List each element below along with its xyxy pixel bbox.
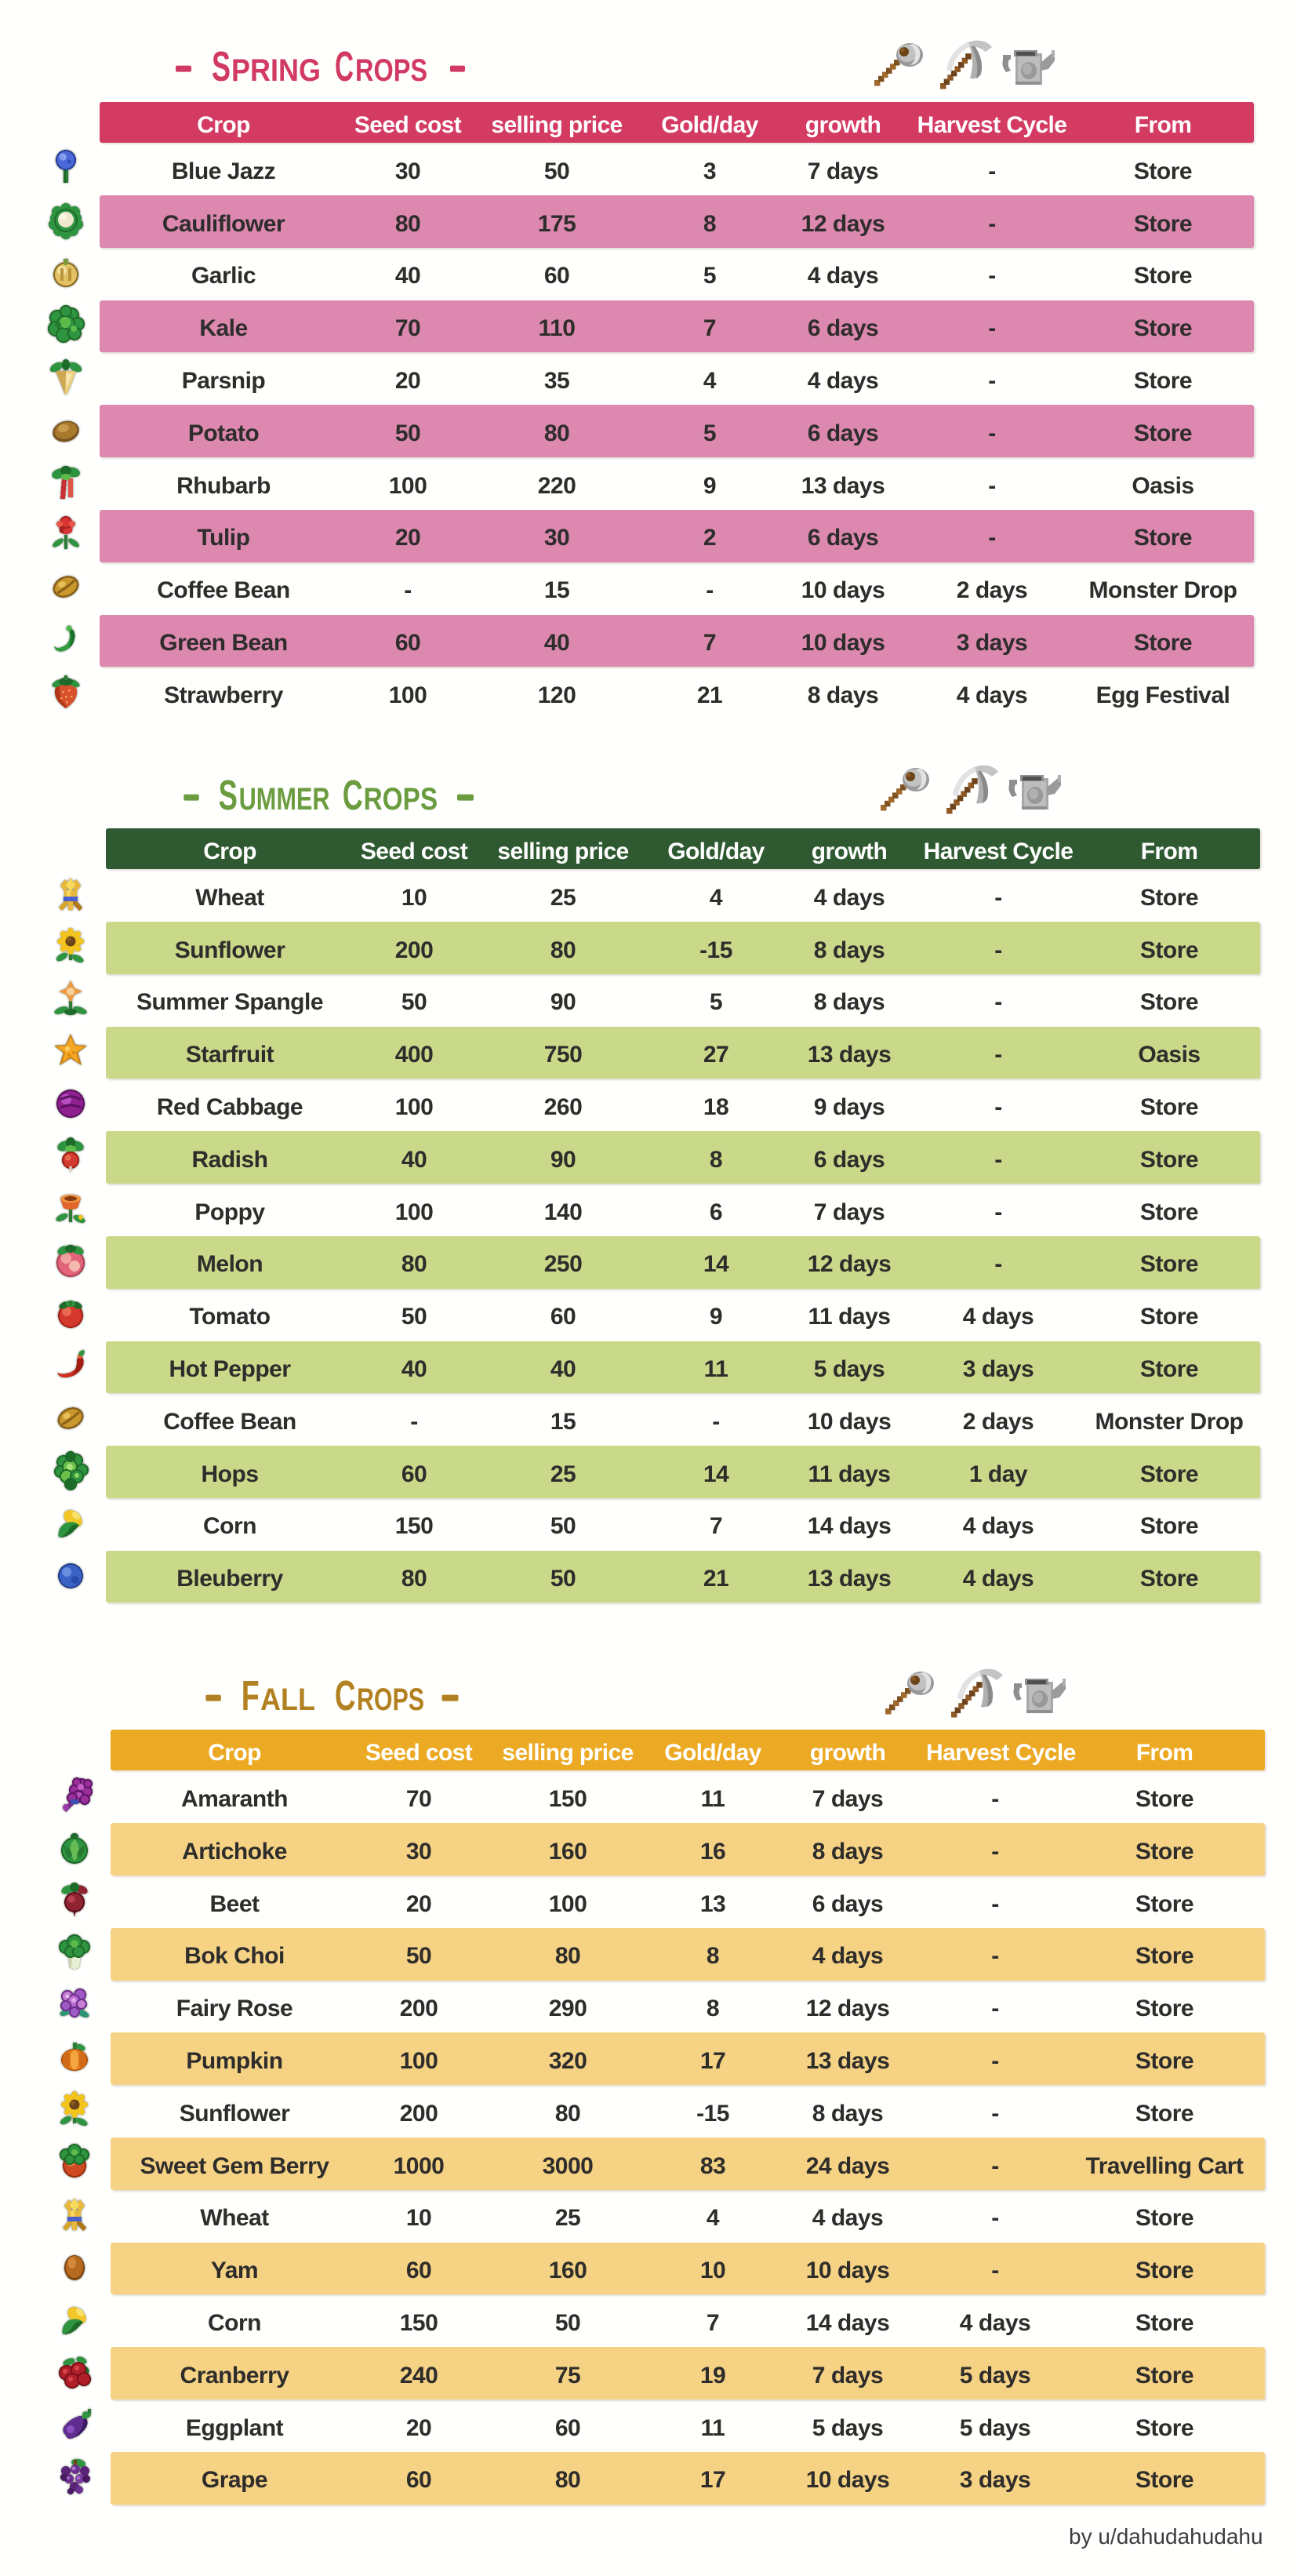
svg-text:F: F (242, 1672, 260, 1719)
svg-text:ROPS: ROPS (357, 1683, 424, 1717)
svg-text:ROPS: ROPS (355, 53, 427, 88)
svg-text:S: S (219, 772, 238, 819)
svg-text:C: C (335, 43, 354, 90)
svg-text:PRING: PRING (231, 53, 321, 88)
svg-text:ALL: ALL (260, 1683, 315, 1717)
svg-text:S: S (212, 43, 231, 90)
svg-text:UMMER: UMMER (239, 782, 330, 817)
svg-text:C: C (335, 1672, 356, 1719)
svg-text:ROPS: ROPS (364, 782, 438, 817)
svg-text:C: C (343, 772, 363, 819)
